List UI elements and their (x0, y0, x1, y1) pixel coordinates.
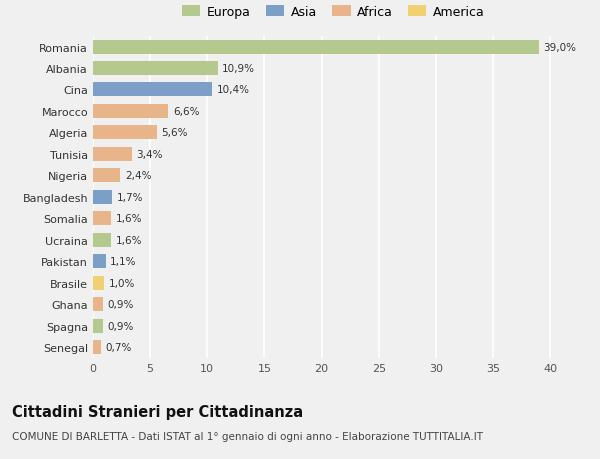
Bar (93, 233, 111, 247)
Bar (93, 40, 539, 54)
Text: 10,4%: 10,4% (217, 85, 250, 95)
Bar (93, 84, 212, 97)
Text: Cittadini Stranieri per Cittadinanza: Cittadini Stranieri per Cittadinanza (12, 404, 303, 419)
Bar (93, 190, 112, 204)
Bar (93, 147, 132, 162)
Text: 0,9%: 0,9% (108, 321, 134, 331)
Text: 2,4%: 2,4% (125, 171, 151, 181)
Text: 1,6%: 1,6% (116, 214, 142, 224)
Bar (93, 212, 111, 226)
Text: 0,7%: 0,7% (106, 342, 132, 353)
Bar (93, 319, 103, 333)
Bar (93, 126, 157, 140)
Text: 0,9%: 0,9% (108, 299, 134, 309)
Bar (93, 340, 101, 354)
Text: 39,0%: 39,0% (543, 42, 576, 52)
Text: 6,6%: 6,6% (173, 106, 199, 117)
Bar (93, 255, 106, 269)
Text: 3,4%: 3,4% (136, 150, 163, 160)
Text: 1,0%: 1,0% (109, 278, 136, 288)
Text: COMUNE DI BARLETTA - Dati ISTAT al 1° gennaio di ogni anno - Elaborazione TUTTIT: COMUNE DI BARLETTA - Dati ISTAT al 1° ge… (12, 431, 483, 442)
Bar (93, 105, 169, 118)
Text: 10,9%: 10,9% (222, 64, 255, 74)
Bar (93, 169, 121, 183)
Text: 1,6%: 1,6% (116, 235, 142, 245)
Text: 1,1%: 1,1% (110, 257, 137, 267)
Bar (93, 276, 104, 290)
Legend: Europa, Asia, Africa, America: Europa, Asia, Africa, America (176, 1, 490, 24)
Text: 1,7%: 1,7% (117, 192, 143, 202)
Bar (93, 62, 218, 76)
Bar (93, 297, 103, 311)
Text: 5,6%: 5,6% (161, 128, 188, 138)
